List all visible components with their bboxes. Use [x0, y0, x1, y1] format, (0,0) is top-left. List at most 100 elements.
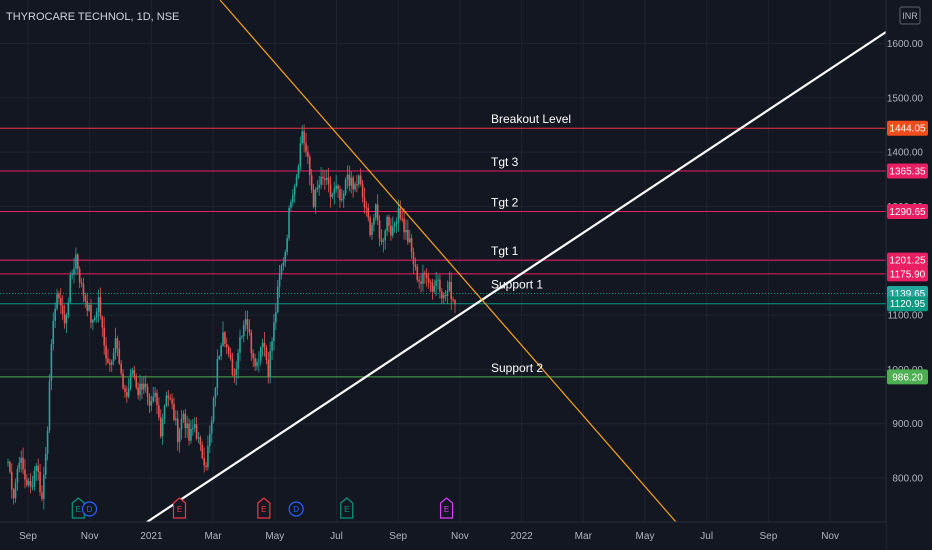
candle-body	[405, 229, 407, 233]
earnings-marker[interactable]: E	[172, 497, 187, 519]
time-axis-panel[interactable]	[0, 522, 886, 550]
candle-body	[397, 208, 400, 223]
candle-body	[348, 174, 351, 186]
candle-body	[220, 345, 222, 357]
candle-body	[37, 465, 39, 472]
dividend-marker[interactable]: D	[81, 501, 98, 517]
candle-body	[126, 392, 128, 397]
candle-body	[133, 370, 136, 378]
candle-body	[188, 423, 190, 441]
candle-body	[216, 358, 219, 389]
candle-body	[33, 470, 36, 487]
earnings-marker[interactable]: E	[340, 497, 354, 519]
candle-body	[376, 204, 379, 221]
dividend-marker[interactable]: D	[288, 501, 304, 517]
candle-body	[284, 252, 287, 263]
candle-body	[92, 320, 94, 323]
price-badge-label: 1444.05	[889, 124, 926, 135]
candle-body	[259, 347, 262, 362]
candle-body	[344, 179, 347, 194]
candle-body	[452, 299, 454, 301]
price-badge	[887, 369, 928, 385]
candle-body	[173, 403, 175, 421]
candle-body	[352, 177, 354, 190]
trendline-rising-support[interactable]	[146, 31, 887, 523]
currency-button[interactable]: INR	[899, 6, 921, 25]
candle-body	[118, 348, 121, 364]
candle-body	[231, 358, 234, 375]
x-tick-label: May	[265, 531, 284, 542]
trendlines	[146, 0, 887, 523]
candle-body	[197, 437, 200, 439]
candle-body	[101, 316, 104, 328]
candle-body	[280, 265, 283, 274]
candle-body	[199, 437, 202, 445]
candle-body	[135, 377, 138, 388]
price-badge	[887, 163, 928, 179]
candle-body	[26, 479, 28, 485]
candle-body	[237, 352, 239, 369]
candle-body	[120, 363, 122, 374]
price-badge	[887, 252, 928, 268]
y-tick-label: 1400.00	[887, 148, 924, 159]
candle-body	[442, 295, 445, 299]
candle-body	[224, 332, 226, 345]
candle-body	[195, 424, 198, 439]
earnings-marker[interactable]: E	[439, 497, 454, 519]
earnings-marker[interactable]: E	[257, 497, 271, 519]
candle-body	[114, 338, 117, 353]
candle-body	[431, 282, 434, 292]
time-axis[interactable]: Sep Nov 2021 Mar May Jul Sep Nov 2022 Mar May Jul Se…	[19, 531, 839, 542]
x-tick-label: Nov	[451, 531, 469, 542]
marker-shape	[257, 497, 271, 519]
candle-body	[41, 492, 43, 499]
candle-body	[124, 388, 126, 393]
candle-body	[43, 474, 45, 499]
x-tick-label: 2021	[140, 531, 163, 542]
candle-body	[440, 291, 443, 299]
candle-body	[250, 332, 253, 354]
marker-label: E	[344, 505, 349, 514]
x-tick-label: May	[636, 531, 655, 542]
candle-body	[269, 351, 271, 377]
candle-body	[422, 272, 424, 284]
currency-box	[899, 6, 921, 25]
candle-body	[158, 405, 160, 418]
candle-body	[50, 344, 53, 381]
candle-body	[116, 338, 119, 349]
candle-body	[439, 279, 441, 292]
trendline-falling-resistance[interactable]	[219, 0, 677, 523]
candle-body	[65, 314, 68, 324]
x-tick-label: 2022	[510, 531, 533, 542]
candle-body	[35, 465, 38, 471]
candle-body	[235, 368, 238, 375]
candle-body	[325, 177, 328, 180]
candle-body	[167, 395, 170, 399]
candle-body	[201, 444, 204, 459]
candle-body	[288, 207, 290, 239]
candle-body	[446, 290, 449, 296]
candle-body	[46, 430, 49, 455]
candle-body	[176, 418, 179, 443]
candle-body	[127, 388, 130, 397]
marker-label: E	[177, 505, 182, 514]
candle-body	[39, 471, 41, 493]
price-badge-label: 1175.90	[890, 269, 926, 280]
candle-body	[144, 383, 147, 388]
candle-body	[244, 319, 247, 325]
candle-body	[282, 262, 285, 266]
candle-body	[358, 175, 360, 185]
price-badge-label: 1139.65	[890, 289, 926, 300]
candle-body	[27, 481, 30, 485]
candle-body	[299, 143, 302, 167]
candle-body	[276, 286, 279, 313]
candle-body	[203, 458, 205, 466]
x-tick-label: Mar	[204, 531, 222, 542]
candle-body	[58, 293, 60, 299]
candle-body	[342, 193, 345, 200]
candle-body	[233, 374, 236, 376]
candle-body	[214, 388, 217, 399]
